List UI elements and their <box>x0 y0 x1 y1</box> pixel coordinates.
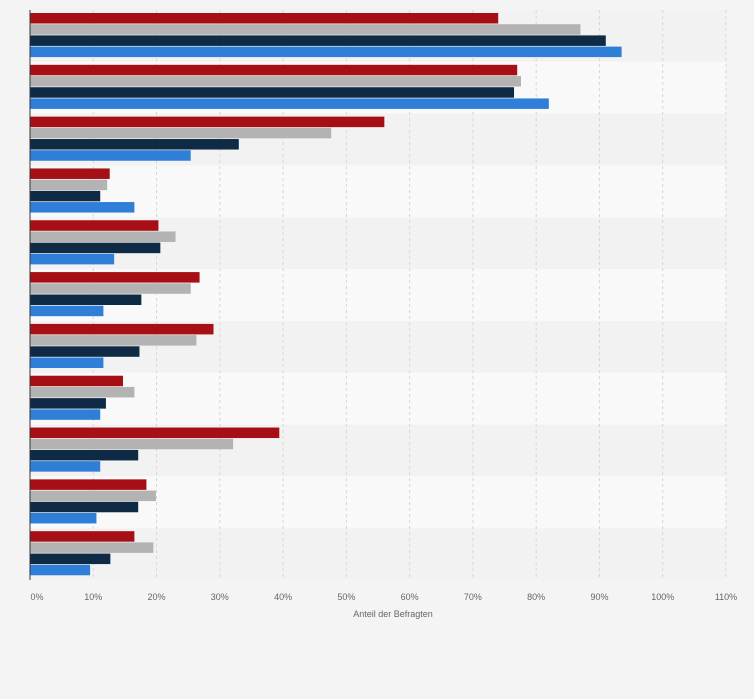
bar <box>30 564 91 576</box>
x-tick-label: 40% <box>274 592 292 602</box>
bar <box>30 116 385 128</box>
bar <box>30 98 549 109</box>
bar <box>30 409 101 420</box>
bar <box>30 323 214 335</box>
bar <box>30 294 142 305</box>
bar <box>30 375 124 387</box>
bar <box>30 242 161 254</box>
bar <box>30 76 521 87</box>
bar <box>30 64 518 76</box>
x-tick-label: 10% <box>84 592 102 602</box>
bar <box>30 190 101 202</box>
x-tick-label: 0% <box>30 592 43 602</box>
x-tick-label: 110% <box>715 592 737 602</box>
bar <box>30 438 234 450</box>
category-band <box>30 165 726 218</box>
x-tick-label: 20% <box>148 592 166 602</box>
bar <box>30 179 108 191</box>
bar <box>30 168 110 179</box>
bar <box>30 531 135 542</box>
bar <box>30 35 606 46</box>
bar <box>30 202 135 213</box>
bar <box>30 46 622 58</box>
x-tick-label: 70% <box>464 592 482 602</box>
bar <box>30 346 140 357</box>
bar <box>30 427 280 439</box>
x-tick-label: 80% <box>527 592 545 602</box>
bar <box>30 24 581 35</box>
x-tick-label: 50% <box>337 592 355 602</box>
bar <box>30 542 154 553</box>
bar <box>30 461 101 472</box>
bar <box>30 501 139 513</box>
bar <box>30 305 104 317</box>
bar <box>30 127 332 139</box>
bar <box>30 449 139 461</box>
bar <box>30 512 97 524</box>
bar <box>30 490 156 502</box>
bar <box>30 553 111 565</box>
bar <box>30 87 515 98</box>
category-band <box>30 528 726 580</box>
category-band <box>30 372 726 425</box>
bar <box>30 283 191 294</box>
x-tick-label: 90% <box>590 592 608 602</box>
bar <box>30 479 147 490</box>
x-tick-label: 60% <box>401 592 419 602</box>
bar <box>30 357 104 369</box>
x-tick-label: 30% <box>211 592 229 602</box>
bar <box>30 272 200 283</box>
bar <box>30 150 191 161</box>
bar <box>30 139 239 150</box>
bar <box>30 398 106 409</box>
bar <box>30 220 159 231</box>
x-axis-title: Anteil der Befragten <box>353 609 433 619</box>
bar <box>30 231 176 242</box>
bar <box>30 13 499 24</box>
x-tick-label: 100% <box>651 592 674 602</box>
bar <box>30 386 135 398</box>
bar <box>30 253 115 265</box>
bar <box>30 335 197 346</box>
